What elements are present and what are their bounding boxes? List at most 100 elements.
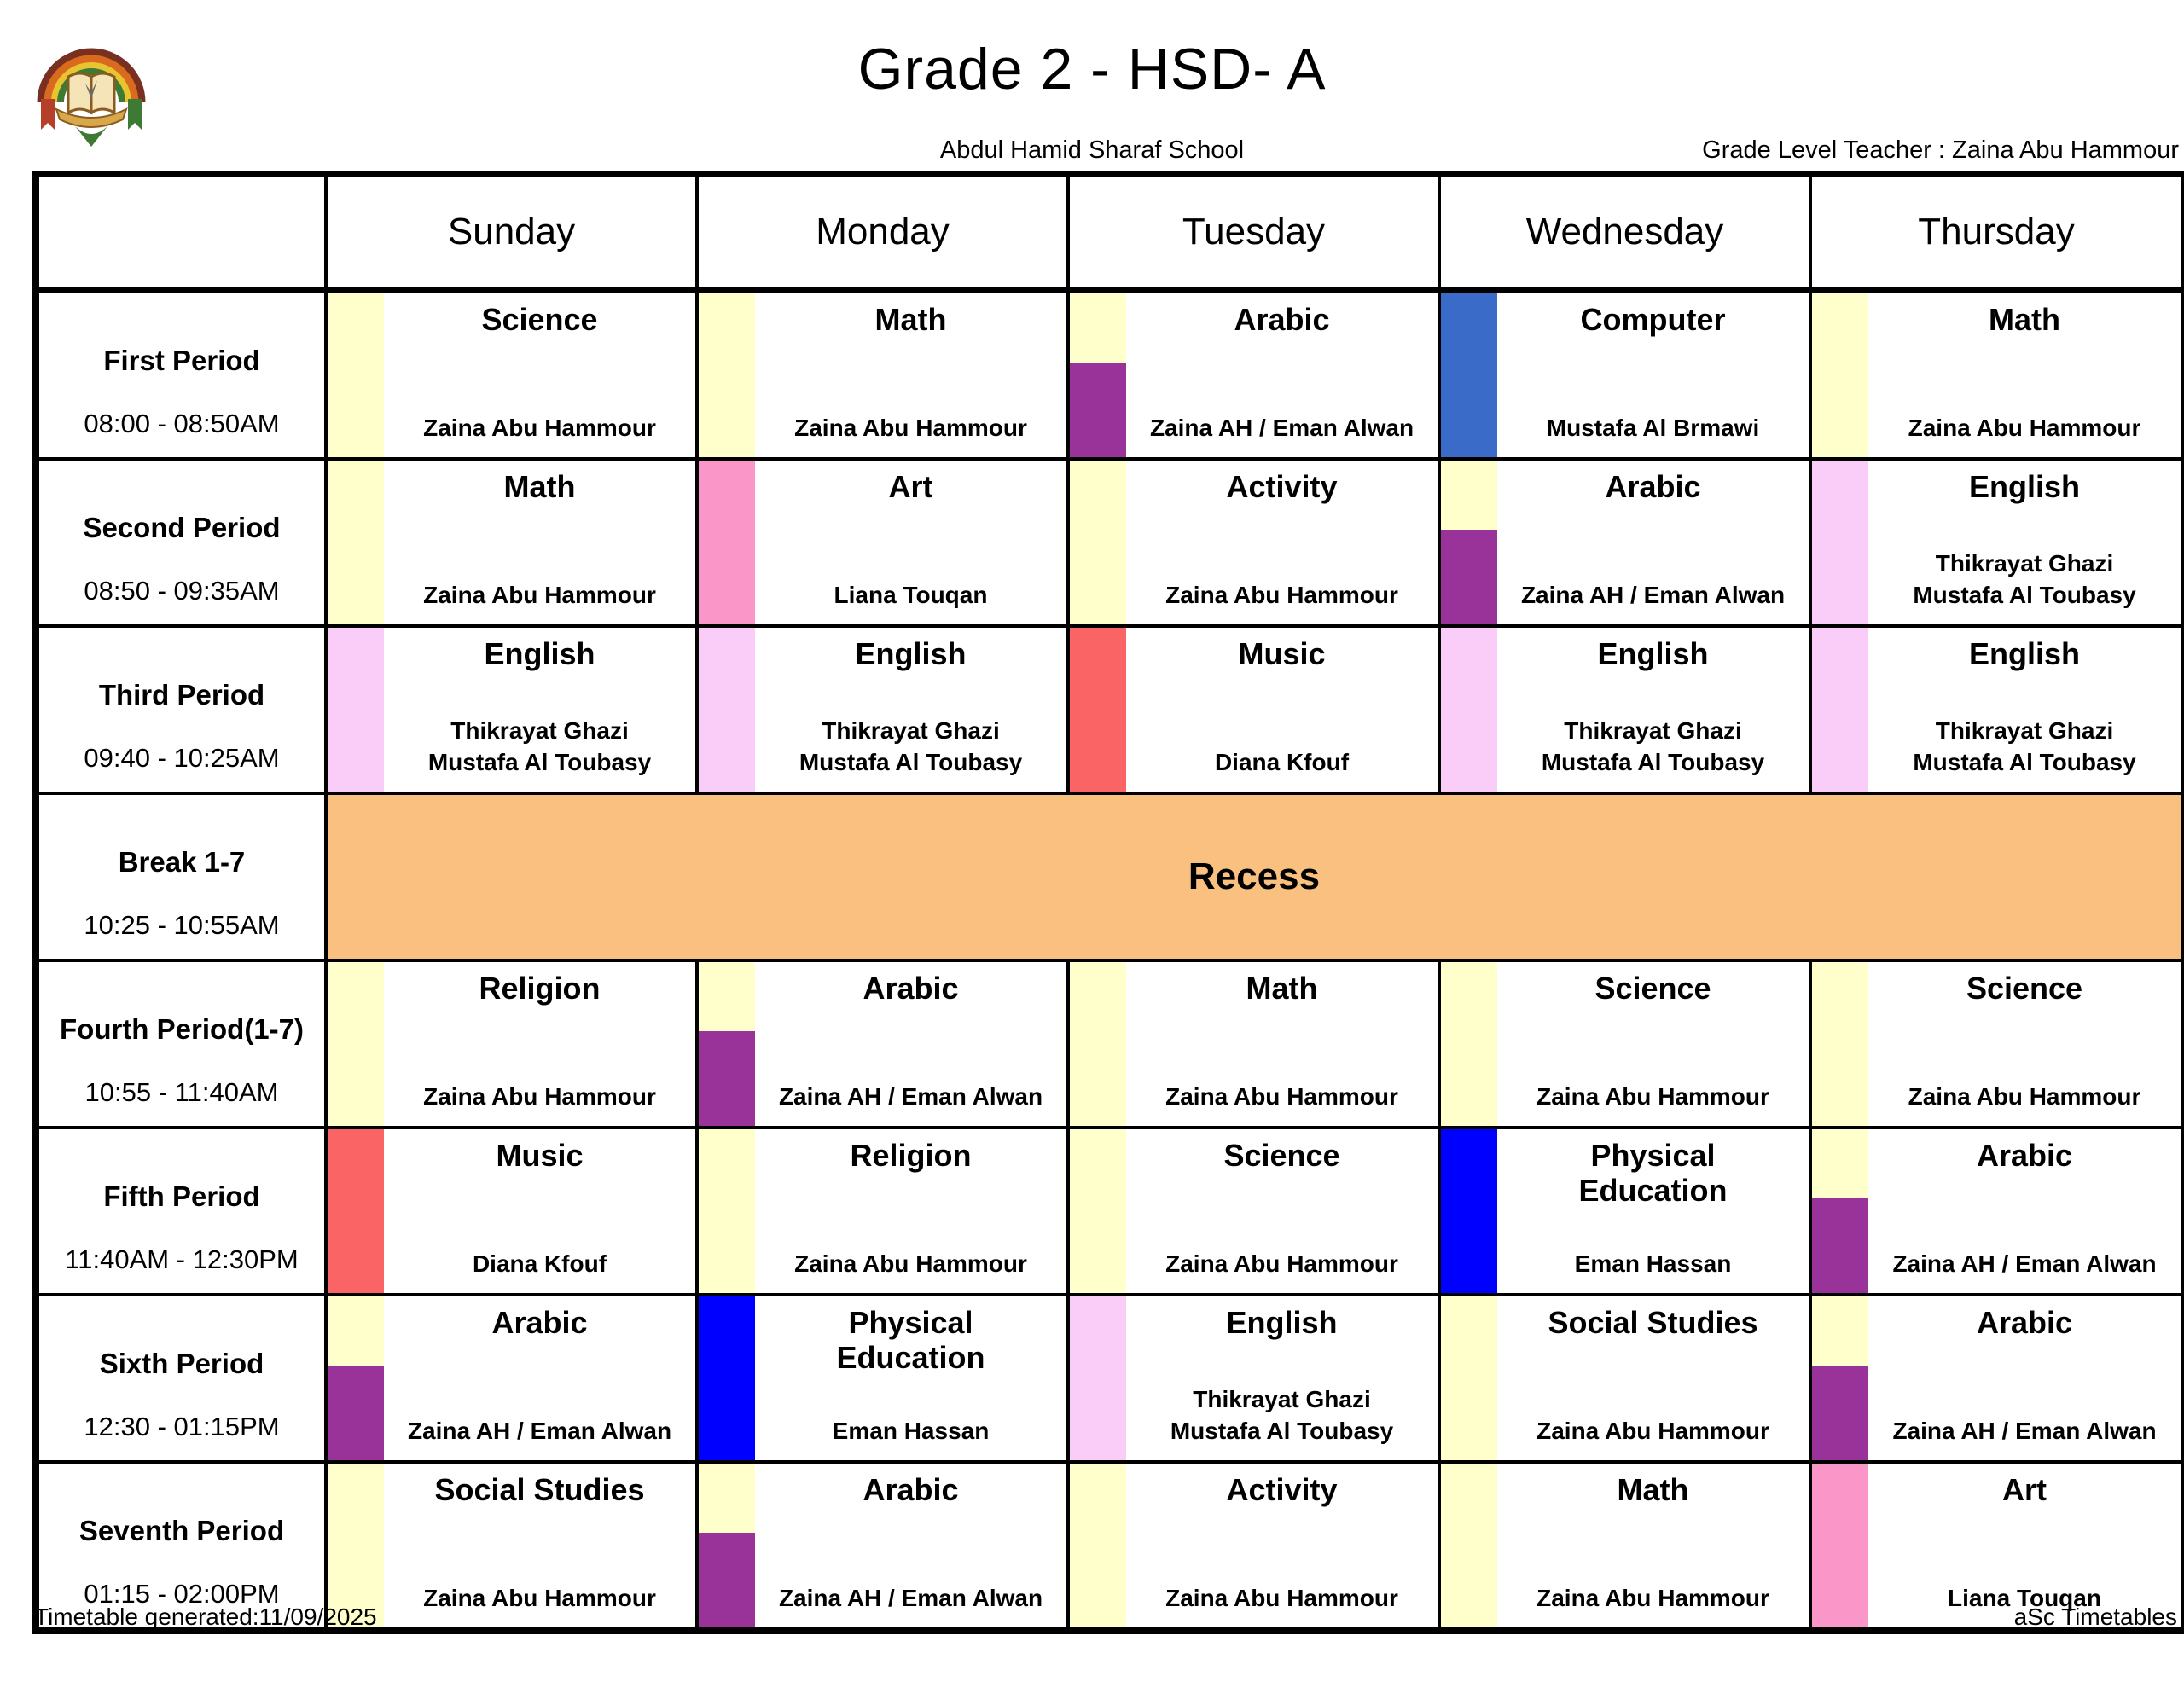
lesson-cell: Arabic Zaina AH / Eman Alwan [695, 1460, 1070, 1633]
teacher-line: Thikrayat Ghazi [1935, 550, 2114, 577]
teacher-label: Zaina Abu Hammour [1536, 1082, 1769, 1112]
lesson-stripe [1814, 1465, 1868, 1627]
period-cell-inner: Fifth Period 11:40AM - 12:30PM [39, 1131, 322, 1291]
stripe-segment [1814, 293, 1868, 455]
stripe-segment [1072, 1131, 1126, 1291]
teacher-label: Zaina Abu Hammour [1908, 1082, 2141, 1112]
subject-label: English [855, 636, 967, 671]
day-header-row: Sunday Monday Tuesday Wednesday Thursday [34, 172, 2184, 293]
teacher-label: Thikrayat Ghazi Mustafa Al Toubasy [1542, 716, 1764, 778]
teacher-line: Thikrayat Ghazi [450, 717, 629, 745]
period-label: Seventh Period [78, 1515, 285, 1546]
subject-label: Arabic [863, 971, 959, 1006]
stripe-segment [1072, 964, 1126, 1124]
subject-label: Activity [1226, 1472, 1338, 1507]
lesson-content: Computer Mustafa Al Brmawi [1497, 293, 1807, 455]
lesson-stripe [329, 462, 384, 623]
teacher-line: Zaina AH / Eman Alwan [1149, 414, 1414, 441]
lesson-stripe [1814, 629, 1868, 790]
stripe-segment [329, 293, 384, 455]
teacher-line: Zaina Abu Hammour [423, 1082, 656, 1110]
subject-label: Arabic [1234, 302, 1330, 337]
subject-label: English [1226, 1305, 1338, 1340]
teacher-line: Thikrayat Ghazi [1935, 717, 2114, 745]
lesson-stripe [700, 1298, 755, 1459]
teacher-line: Thikrayat Ghazi [1193, 1386, 1371, 1413]
page-title: Grade 2 - HSD- A [857, 37, 1327, 102]
subject-label: Math [874, 302, 947, 337]
table-row: Seventh Period 01:15 - 02:00PM Social Stud… [34, 1460, 2184, 1633]
stripe-segment [1443, 1131, 1497, 1291]
lesson-stripe [1072, 629, 1126, 790]
teacher-line: Zaina AH / Eman Alwan [778, 1082, 1043, 1110]
stripe-segment [1814, 964, 1868, 1124]
teacher-line: Mustafa Al Toubasy [1170, 1417, 1394, 1444]
lesson-content: Activity Zaina Abu Hammour [1126, 1465, 1436, 1627]
subject-label: Science [1594, 971, 1711, 1006]
teacher-line: Mustafa Al Brmawi [1546, 414, 1760, 441]
teacher-label: Zaina AH / Eman Alwan [1892, 1249, 2156, 1279]
stripe-segment [1814, 1298, 1868, 1366]
teacher-line: Diana Kfouf [1214, 748, 1350, 775]
lesson-stripe [1072, 293, 1126, 455]
stripe-segment [700, 1298, 755, 1459]
lesson-content: Science Zaina Abu Hammour [1497, 964, 1807, 1124]
lesson-stripe [700, 293, 755, 455]
lesson-content: Music Diana Kfouf [1126, 629, 1436, 790]
lesson-cell: Science Zaina Abu Hammour [1809, 959, 2184, 1129]
period-time: 10:25 - 10:55AM [84, 910, 280, 940]
lesson-content: Music Diana Kfouf [384, 1131, 694, 1291]
period-cell: Break 1-7 10:25 - 10:55AM [34, 792, 328, 962]
subject-label: Music [496, 1138, 584, 1173]
period-cell-inner: Fourth Period(1-7) 10:55 - 11:40AM [39, 964, 322, 1124]
teacher-line: Zaina Abu Hammour [794, 1250, 1027, 1277]
teacher-label: Zaina Abu Hammour [423, 1583, 656, 1614]
lesson-cell: Social Studies Zaina Abu Hammour [1438, 1293, 1812, 1464]
period-cell: Fifth Period 11:40AM - 12:30PM [34, 1126, 328, 1296]
subject-label: Math [1617, 1472, 1689, 1507]
lesson-content: Art Liana Touqan [1868, 1465, 2181, 1627]
lesson-content: Physical Education Eman Hassan [755, 1298, 1065, 1459]
teacher-line: Mustafa Al Toubasy [1913, 748, 2136, 775]
teacher-label: Zaina Abu Hammour [794, 1249, 1027, 1279]
lesson-cell: Arabic Zaina AH / Eman Alwan [324, 1293, 699, 1464]
stripe-segment [1443, 964, 1497, 1124]
teacher-label: Zaina AH / Eman Alwan [779, 1583, 1043, 1614]
lesson-stripe [1443, 293, 1497, 455]
subject-label: English [1968, 636, 2080, 671]
rainbow-arc-icon [37, 48, 146, 103]
lesson-stripe [329, 1465, 384, 1627]
period-label: Sixth Period [99, 1348, 264, 1379]
teacher-line: Zaina AH / Eman Alwan [778, 1584, 1043, 1611]
lesson-content: English Thikrayat Ghazi Mustafa Al Toubasy [1868, 462, 2181, 623]
stripe-segment [700, 1532, 755, 1627]
table-row: Break 1-7 10:25 - 10:55AM Recess [34, 792, 2184, 962]
teacher-line: Zaina Abu Hammour [1165, 1584, 1398, 1611]
stripe-segment [1072, 1298, 1126, 1459]
subject-label: Arabic [863, 1472, 959, 1507]
stripe-segment [329, 1131, 384, 1291]
lesson-content: Arabic Zaina AH / Eman Alwan [1497, 462, 1807, 623]
lesson-content: Religion Zaina Abu Hammour [755, 1131, 1065, 1291]
lesson-cell: Science Zaina Abu Hammour [1066, 1126, 1441, 1296]
stripe-segment [700, 1131, 755, 1291]
lesson-content: English Thikrayat Ghazi Mustafa Al Toubasy [755, 629, 1065, 790]
lesson-content: Science Zaina Abu Hammour [384, 293, 694, 455]
stripe-segment [1072, 462, 1126, 623]
grade-level-teacher: Grade Level Teacher : Zaina Abu Hammour [1702, 136, 2179, 164]
lesson-cell: Music Diana Kfouf [1066, 624, 1441, 795]
stripe-segment [700, 1465, 755, 1533]
lesson-content: Arabic Zaina AH / Eman Alwan [384, 1298, 694, 1459]
lesson-stripe [329, 1298, 384, 1459]
lesson-content: English Thikrayat Ghazi Mustafa Al Toubasy [1868, 629, 2181, 790]
period-time: 11:40AM - 12:30PM [65, 1244, 299, 1274]
subject-label: Art [2002, 1472, 2047, 1507]
teacher-line: Mustafa Al Toubasy [1541, 748, 1765, 775]
stripe-segment [1443, 629, 1497, 790]
subject-label: Physical Education [1578, 1138, 1728, 1209]
teacher-label: Zaina Abu Hammour [1165, 1249, 1398, 1279]
lesson-stripe [700, 1131, 755, 1291]
teacher-line: Diana Kfouf [472, 1250, 607, 1277]
lesson-cell: Social Studies Zaina Abu Hammour [324, 1460, 699, 1633]
teacher-line: Zaina Abu Hammour [1165, 581, 1398, 608]
